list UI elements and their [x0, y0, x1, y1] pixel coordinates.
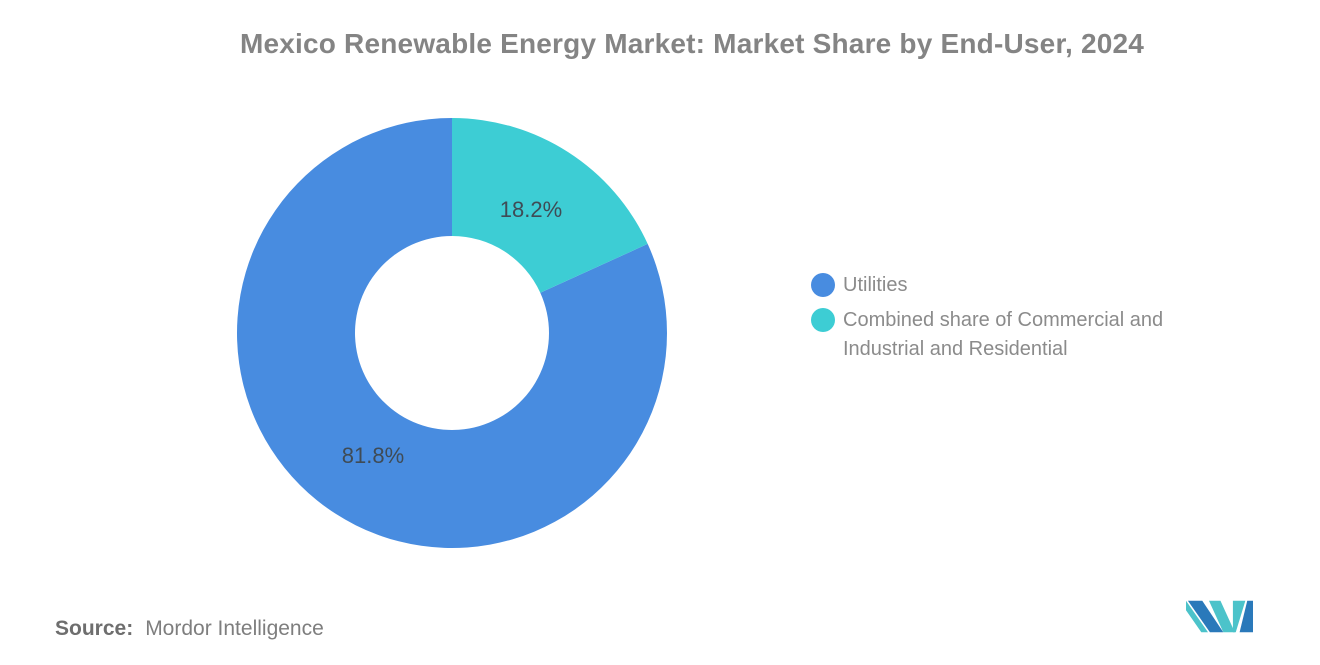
legend: Utilities Combined share of Commercial a… [811, 271, 1211, 364]
donut-chart [237, 118, 667, 548]
source-value: Mordor Intelligence [145, 617, 324, 640]
donut-slice [237, 118, 667, 548]
legend-item-utilities: Utilities [811, 271, 1211, 300]
legend-swatch-combined-icon [811, 308, 835, 332]
slice-label-combined: 18.2% [499, 197, 563, 223]
logo-shape [1186, 600, 1209, 633]
logo-shape [1187, 600, 1224, 633]
legend-swatch-utilities-icon [811, 273, 835, 297]
logo-shape [1239, 600, 1253, 633]
slice-label-utilities: 81.8% [341, 442, 405, 468]
source-line: Source: Mordor Intelligence [55, 617, 324, 641]
legend-item-combined: Combined share of Commercial and Industr… [811, 306, 1211, 364]
source-label: Source: [55, 617, 134, 640]
legend-label-combined: Combined share of Commercial and Industr… [843, 309, 1164, 360]
mordor-intelligence-logo [1186, 600, 1253, 633]
legend-label-utilities: Utilities [843, 274, 908, 296]
donut-slice [452, 118, 648, 293]
logo-shape [1208, 600, 1235, 633]
chart-title: Mexico Renewable Energy Market: Market S… [239, 28, 1145, 59]
logo-shape [1232, 600, 1246, 633]
